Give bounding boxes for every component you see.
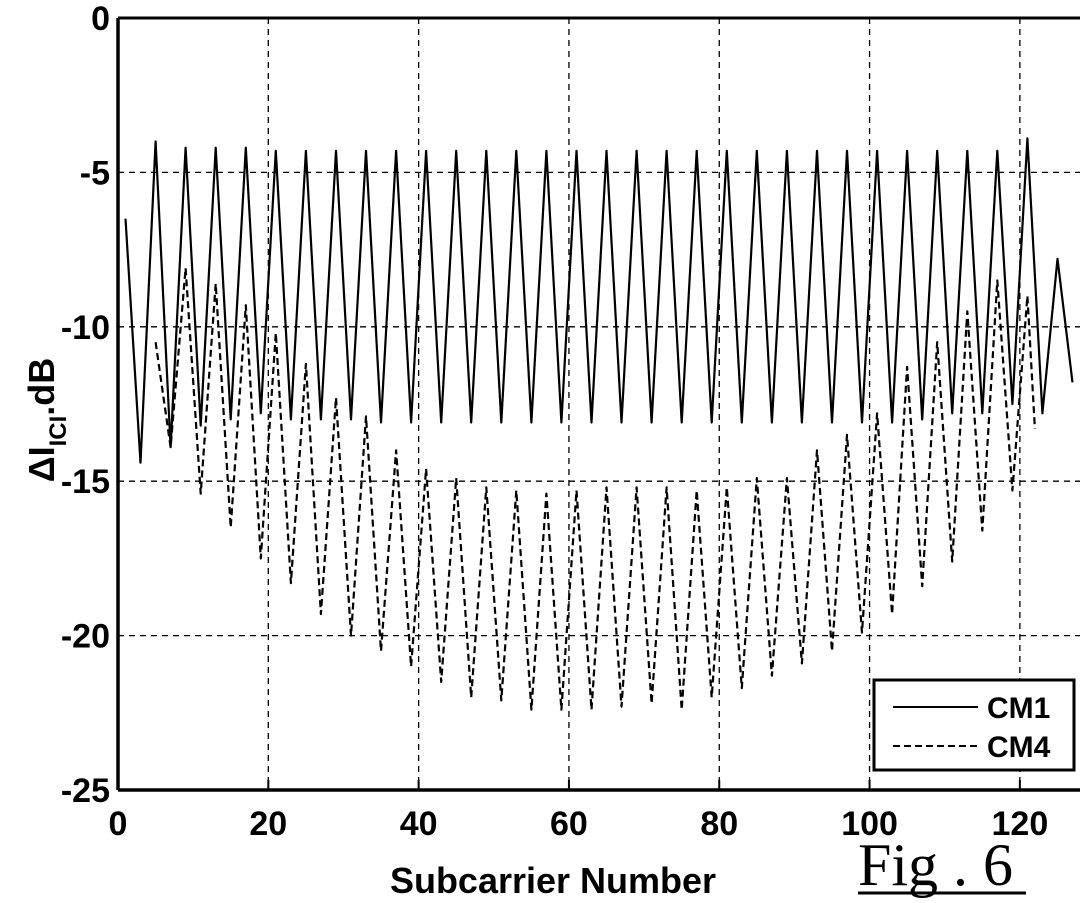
legend: CM1 CM4 — [872, 678, 1076, 772]
y-tick-label: -10 — [61, 309, 110, 347]
x-tick-label: 20 — [249, 805, 287, 843]
y-axis-label-sub: ICI — [45, 416, 72, 447]
y-axis-label-main: ΔI — [21, 446, 62, 482]
x-tick-label: 40 — [400, 805, 438, 843]
x-tick-label: 80 — [700, 805, 738, 843]
x-tick-label: 100 — [841, 805, 898, 843]
y-axis-label-tail: .dB — [21, 358, 62, 416]
figure-label-text: Fig . 6 — [858, 832, 1013, 898]
series-layer — [124, 137, 1074, 711]
y-tick-label: -20 — [61, 618, 110, 656]
y-axis-label: ΔIICI.dB — [21, 358, 72, 483]
legend-cm1-label: CM1 — [987, 692, 1050, 725]
y-tick-label: -25 — [61, 772, 110, 810]
legend-box — [872, 678, 1076, 772]
y-tick-label: -5 — [80, 154, 110, 192]
y-tick-label: -15 — [61, 463, 110, 501]
series-line-cm1 — [124, 137, 1074, 464]
legend-cm4-label: CM4 — [987, 731, 1051, 764]
x-axis-label: Subcarrier Number — [390, 860, 716, 901]
x-tick-label: 120 — [992, 805, 1049, 843]
series-line-cm4 — [154, 267, 1036, 711]
axes — [116, 16, 1080, 792]
y-tick-label: 0 — [91, 0, 110, 38]
tick-labels: 0 20 40 60 80 100 120 0 -5 -10 -15 -20 -25 — [61, 0, 1048, 843]
x-tick-label: 0 — [109, 805, 128, 843]
x-tick-label: 60 — [550, 805, 588, 843]
figure-label: Fig . 6 — [858, 832, 1026, 898]
